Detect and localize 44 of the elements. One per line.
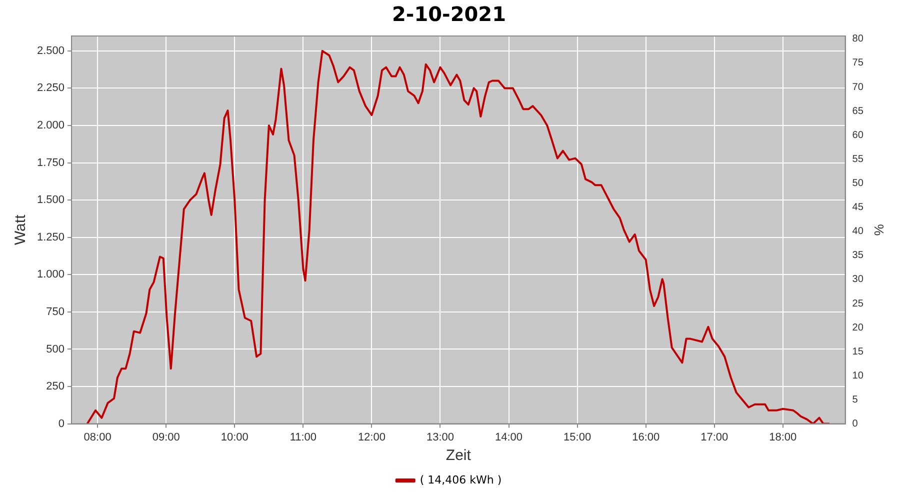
y2-tick-label: 60	[852, 130, 864, 141]
y2-tick-label: 55	[852, 154, 864, 165]
y-tick-label: 2.250	[36, 82, 65, 94]
y2-tick-label: 40	[852, 226, 864, 238]
y2-tick-label: 70	[852, 82, 864, 93]
x-tick-label: 10:00	[220, 431, 248, 444]
y-tick-label: 2.500	[36, 44, 65, 57]
x-tick-label: 13:00	[426, 431, 454, 444]
y2-tick-label: 50	[852, 178, 864, 189]
x-tick-label: 16:00	[632, 431, 660, 444]
y2-tick-label: 65	[852, 106, 864, 117]
y-tick-label: 2.000	[36, 120, 65, 132]
x-tick-label: 18:00	[769, 431, 797, 444]
x-axis-title: Zeit	[446, 447, 472, 464]
y-tick-label: 1.000	[36, 268, 65, 281]
x-tick-label: 14:00	[495, 431, 523, 444]
legend-label: ( 14,406 kWh )	[420, 473, 502, 486]
x-tick-label: 11:00	[290, 431, 317, 444]
y-tick-label: 1.750	[36, 156, 65, 169]
y-tick-label: 750	[46, 306, 65, 318]
y-tick-label: 0	[58, 418, 65, 430]
y-axis-title: Watt	[12, 214, 30, 246]
y2-tick-label: 45	[852, 202, 864, 214]
y-tick-label: 1.250	[36, 231, 65, 244]
x-tick-label: 08:00	[84, 431, 112, 444]
y2-tick-label: 25	[852, 298, 864, 310]
y2-tick-label: 80	[852, 34, 864, 45]
y2-tick-label: 35	[852, 250, 864, 262]
x-tick-label: 17:00	[700, 431, 728, 444]
y2-tick-label: 20	[852, 322, 864, 334]
y2-tick-label: 0	[852, 418, 858, 430]
y2-tick-label: 30	[852, 274, 864, 286]
y-tick-label: 1.500	[36, 194, 65, 206]
y2-tick-label: 10	[852, 370, 864, 382]
y2-tick-label: 75	[852, 58, 864, 69]
x-tick-label: 12:00	[358, 431, 386, 444]
chart-title: 2-10-2021	[392, 2, 506, 26]
y2-tick-label: 5	[852, 394, 858, 406]
y-tick-label: 500	[46, 343, 65, 356]
x-tick-label: 09:00	[152, 431, 180, 444]
y2-tick-label: 15	[852, 346, 864, 358]
x-tick-label: 15:00	[564, 431, 592, 444]
y-tick-label: 250	[46, 380, 65, 393]
y2-axis-title: %	[872, 224, 887, 236]
